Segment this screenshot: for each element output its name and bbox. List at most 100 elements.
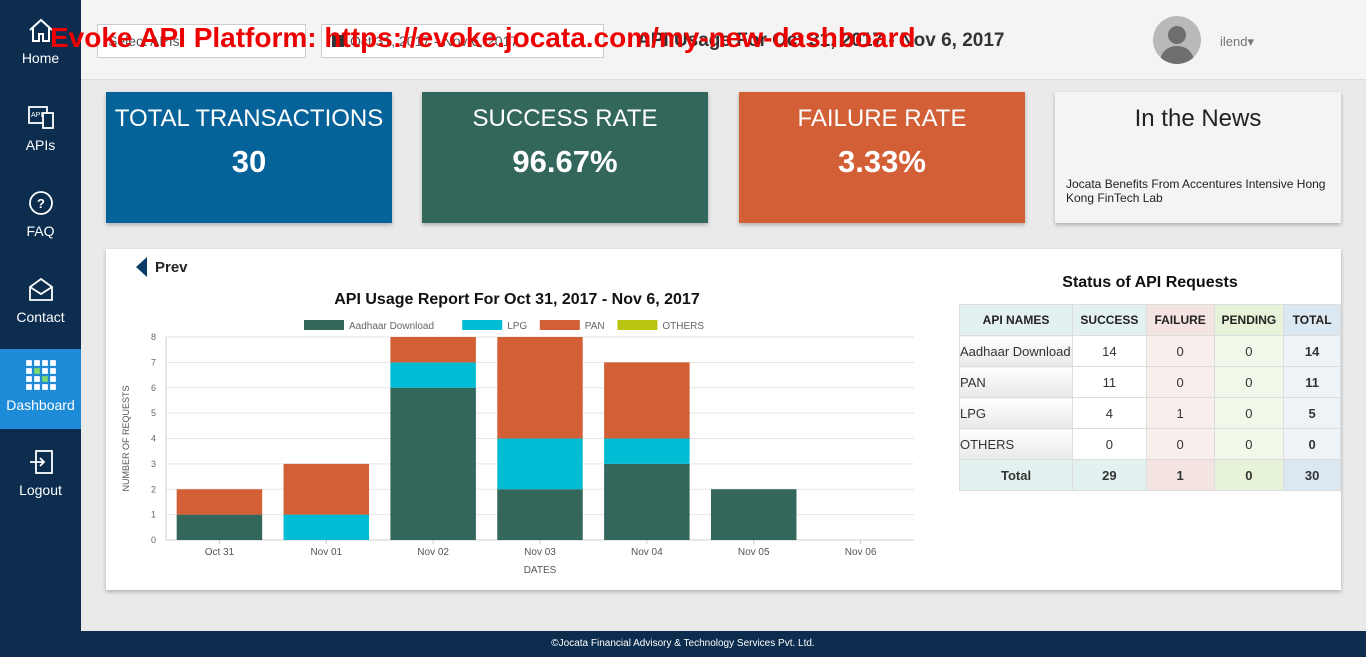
y-tick-label: 6 (151, 383, 156, 393)
x-tick-label: Nov 03 (524, 547, 556, 558)
status-header-success: SUCCESS (1072, 304, 1147, 336)
legend-swatch-0 (304, 320, 344, 330)
total-transactions-value: 30 (231, 144, 267, 179)
y-tick-label: 4 (151, 434, 156, 444)
y-tick-label: 3 (151, 459, 156, 469)
status-value-cell: 0 (1213, 459, 1285, 491)
total-transactions-title: TOTAL TRANSACTIONS (114, 105, 384, 132)
report-panel: Prev API Usage Report For Oct 31, 2017 -… (106, 249, 1341, 590)
nav-logout[interactable]: Logout (0, 432, 81, 512)
logout-icon (29, 450, 53, 474)
success-rate-card: SUCCESS RATE 96.67% (422, 92, 708, 223)
status-value-cell: 0 (1213, 335, 1285, 367)
nav-apis[interactable]: API APIs (0, 87, 81, 167)
nav-contact[interactable]: Contact (0, 259, 81, 339)
nav-faq-label: FAQ (26, 223, 55, 239)
status-value-cell: 0 (1213, 366, 1285, 398)
api-name-cell: OTHERS (958, 428, 1074, 460)
x-tick-label: Nov 06 (845, 547, 877, 558)
bar-4-2 (604, 362, 690, 439)
x-tick-label: Nov 04 (631, 547, 663, 558)
bar-1-2 (283, 463, 370, 515)
legend-label-3: OTHERS (662, 321, 704, 332)
x-tick-label: Oct 31 (205, 547, 235, 558)
y-tick-label: 2 (151, 484, 156, 494)
status-value-cell: 1 (1145, 397, 1215, 429)
nav-logout-label: Logout (19, 482, 62, 498)
legend-label-2: PAN (585, 321, 605, 332)
date-range-value: Oct 31, 2017 - Nov 6, 2017 (350, 33, 519, 49)
date-range-picker[interactable]: Oct 31, 2017 - Nov 6, 2017 (321, 24, 604, 58)
page-title: API Usage For Oct 31, 2017 - Nov 6, 2017 (637, 30, 1005, 51)
legend-swatch-1 (462, 320, 503, 330)
calendar-icon (332, 35, 344, 47)
dashboard-grid-icon (25, 360, 56, 390)
news-link[interactable]: Jocata Benefits From Accentures Intensiv… (1066, 177, 1326, 205)
news-card: In the News Jocata Benefits From Accentu… (1055, 92, 1341, 223)
nav-apis-label: APIs (25, 137, 56, 153)
header: Select APIs Oct 31, 2017 - Nov 6, 2017 A… (81, 0, 1366, 80)
user-menu[interactable]: ilend▾ (1220, 34, 1254, 50)
status-header-total: TOTAL (1283, 304, 1341, 336)
prev-label: Prev (155, 258, 188, 276)
api-icon: API (27, 106, 54, 129)
y-tick-label: 8 (151, 332, 156, 342)
caret-left-icon (136, 257, 147, 277)
status-value-cell: 30 (1283, 459, 1341, 491)
status-table: API NAMES SUCCESS FAILURE PENDING TOTAL Aadh… (958, 304, 1341, 491)
y-tick-label: 7 (151, 357, 156, 367)
status-total-row: Total 29 1 0 30 (958, 459, 1341, 491)
status-value-cell: 1 (1145, 459, 1215, 491)
status-value-cell: 14 (1283, 335, 1341, 367)
status-value-cell: 5 (1283, 397, 1341, 429)
bar-3-1 (497, 438, 583, 490)
status-row: PAN 11 0 0 11 (958, 366, 1341, 398)
status-value-cell: 4 (1072, 397, 1147, 429)
sidebar: Home API APIs ? FAQ Contact Dashboard Lo… (0, 0, 81, 631)
nav-faq[interactable]: ? FAQ (0, 173, 81, 253)
failure-rate-card: FAILURE RATE 3.33% (739, 92, 1025, 223)
question-icon: ? (28, 191, 53, 215)
nav-dashboard[interactable]: Dashboard (0, 349, 81, 429)
api-name-cell: LPG (958, 397, 1074, 429)
envelope-icon (28, 277, 53, 301)
status-header-failure: FAILURE (1145, 304, 1215, 336)
failure-rate-value: 3.33% (838, 144, 926, 179)
nav-home[interactable]: Home (0, 0, 81, 80)
usage-chart: API Usage Report For Oct 31, 2017 - Nov … (121, 291, 914, 576)
legend-swatch-3 (617, 320, 658, 330)
success-rate-title: SUCCESS RATE (472, 105, 658, 132)
nav-contact-label: Contact (16, 309, 65, 325)
status-value-cell: 0 (1145, 428, 1215, 460)
api-select-dropdown[interactable]: Select APIs (97, 24, 306, 58)
bar-2-0 (390, 387, 476, 540)
nav-home-label: Home (21, 50, 60, 66)
status-value-cell: 0 (1072, 428, 1147, 460)
status-value-cell: 11 (1072, 366, 1147, 398)
bar-4-1 (604, 438, 690, 464)
bar-4-0 (604, 463, 690, 540)
api-name-cell: Total (958, 459, 1074, 491)
api-name-cell: PAN (958, 366, 1074, 398)
bar-3-0 (497, 489, 583, 540)
news-title: In the News (1134, 105, 1262, 132)
status-row: OTHERS 0 0 0 0 (958, 428, 1341, 460)
prev-button[interactable]: Prev (136, 257, 188, 277)
bar-2-1 (390, 362, 476, 388)
legend-swatch-2 (539, 320, 580, 330)
nav-dashboard-label: Dashboard (6, 397, 75, 413)
avatar[interactable] (1153, 16, 1201, 64)
status-value-cell: 0 (1283, 428, 1341, 460)
bar-2-2 (390, 337, 476, 363)
x-tick-label: Nov 05 (738, 547, 770, 558)
y-axis-title: NUMBER OF REQUESTS (121, 385, 131, 491)
status-value-cell: 0 (1145, 335, 1215, 367)
legend-label-0: Aadhaar Download (349, 321, 434, 332)
legend-label-1: LPG (507, 321, 527, 332)
status-header-pending: PENDING (1213, 304, 1285, 336)
svg-text:?: ? (37, 196, 45, 211)
x-tick-label: Nov 01 (310, 547, 342, 558)
watermark-banner: Evoke API Platform: https://evoke.jocata… (50, 22, 916, 53)
status-value-cell: 0 (1213, 428, 1285, 460)
y-tick-label: 0 (151, 535, 156, 545)
